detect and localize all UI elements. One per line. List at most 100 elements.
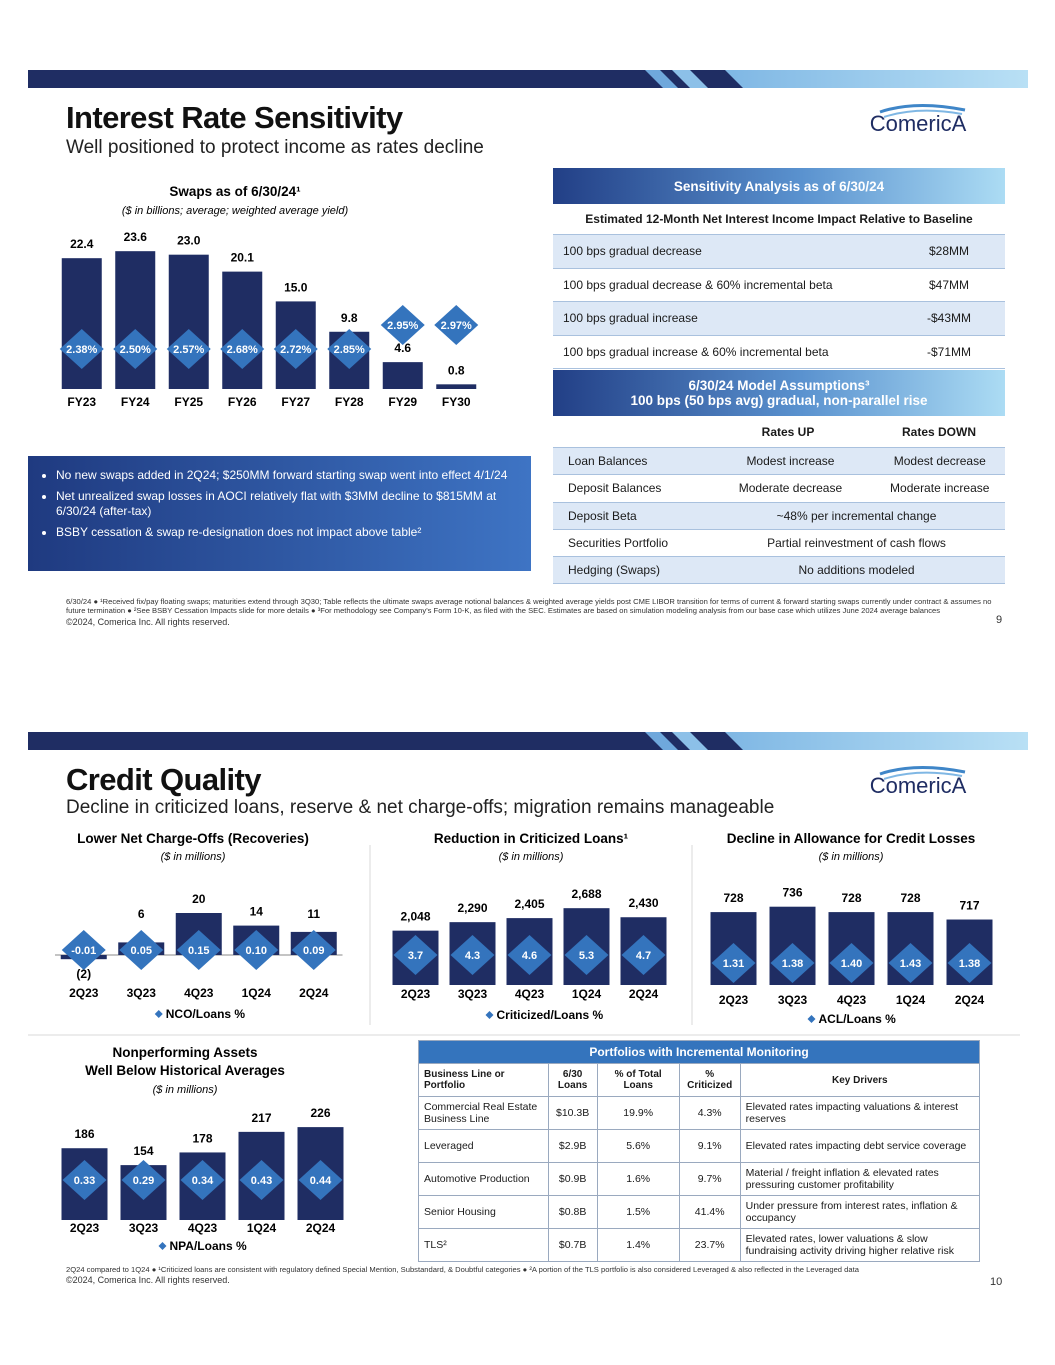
x-tick-label: FY26 <box>228 395 257 409</box>
chart-title: Decline in Allowance for Credit Losses <box>727 831 976 846</box>
portfolio-table-wrap: Portfolios with Incremental Monitoring B… <box>418 1040 981 1262</box>
row-label: Deposit Balances <box>568 481 662 496</box>
table-header: Business Line or Portfolio 6/30 Loans% of… <box>418 1063 981 1097</box>
x-tick-label: 1Q24 <box>896 993 926 1007</box>
ratio-marker <box>770 943 815 983</box>
cell: 9.1% <box>678 1129 741 1163</box>
cell: 41.4% <box>678 1195 741 1229</box>
ratio-marker <box>393 935 438 975</box>
slide-subtitle: Well positioned to protect income as rat… <box>66 137 484 158</box>
ratio-marker <box>291 930 336 970</box>
value-label: 4.6 <box>394 341 411 355</box>
ratio-label: 5.3 <box>579 950 594 962</box>
logo-wave <box>883 771 963 780</box>
table-row: Deposit Beta ~48% per incremental change <box>553 502 1005 530</box>
ratio-marker <box>119 930 164 970</box>
ratio-marker <box>234 930 279 970</box>
logo-text: ComericA <box>870 773 967 798</box>
x-tick-label: 1Q24 <box>247 1221 277 1235</box>
row-label: 100 bps gradual decrease & 60% increment… <box>563 277 833 292</box>
banner-stripe <box>672 70 708 88</box>
ratio-marker <box>564 935 609 975</box>
row-label: 100 bps gradual decrease <box>563 244 702 259</box>
row-label: Securities Portfolio <box>568 536 669 551</box>
column-header: % Criticized <box>678 1063 741 1097</box>
x-tick-label: FY30 <box>442 395 471 409</box>
ratio-label: -0.01 <box>71 945 96 957</box>
ratio-label: 1.43 <box>900 958 921 970</box>
cell: Leveraged <box>418 1129 549 1163</box>
slide-title: Interest Rate Sensitivity <box>66 100 403 135</box>
row-label: 100 bps gradual increase & 60% increment… <box>563 344 829 359</box>
bar <box>436 384 477 389</box>
portfolio-table: Portfolios with Incremental Monitoring B… <box>418 1040 981 1262</box>
chart-subtitle: ($ in millions) <box>153 1084 218 1096</box>
ratio-label: 1.38 <box>782 958 803 970</box>
ratio-marker <box>507 935 552 975</box>
cell: 1.4% <box>596 1228 680 1262</box>
logo: ComericA <box>870 104 967 136</box>
x-tick-label: FY29 <box>388 395 417 409</box>
legend-label: ACL/Loans % <box>819 1012 897 1026</box>
ratio-marker <box>180 1160 225 1200</box>
ratio-marker <box>166 329 211 369</box>
value-label: 186 <box>74 1127 94 1141</box>
ratio-marker <box>239 1160 284 1200</box>
banner-stripe <box>645 70 678 88</box>
ratio-label: 0.44 <box>310 1175 332 1187</box>
ratio-label: 4.6 <box>522 950 537 962</box>
ratio-label: 2.38% <box>66 344 97 356</box>
value-label: 154 <box>133 1144 153 1158</box>
table-title: Portfolios with Incremental Monitoring <box>418 1040 980 1064</box>
cell: TLS² <box>418 1228 549 1262</box>
ratio-marker <box>176 930 221 970</box>
ratio-marker <box>62 1160 107 1200</box>
column-header: Business Line or Portfolio <box>418 1063 549 1097</box>
column-header: % of Total Loans <box>596 1063 680 1097</box>
ratio-label: 2.57% <box>173 344 204 356</box>
banner-stripe <box>645 732 678 750</box>
chart-subtitle: ($ in millions) <box>499 851 564 863</box>
assumptions-table: 6/30/24 Model Assumptions³ 100 bps (50 b… <box>553 370 1005 585</box>
cell: $0.9B <box>547 1162 598 1196</box>
row-value: No additions modeled <box>798 563 915 578</box>
x-tick-label: 2Q23 <box>401 987 431 1001</box>
banner-stripe <box>725 70 1028 88</box>
table-row: 100 bps gradual decrease $28MM <box>553 235 1005 269</box>
x-tick-label: 4Q23 <box>188 1221 218 1235</box>
value-label: 22.4 <box>70 237 94 251</box>
row-label: Hedging (Swaps) <box>568 563 661 578</box>
cell: Elevated rates, lower valuations & slow … <box>739 1228 981 1262</box>
row-value: -$71MM <box>926 344 971 359</box>
ratio-marker <box>380 305 425 345</box>
legend-marker <box>485 1011 494 1019</box>
column-header: Key Drivers <box>739 1063 981 1097</box>
value-label: (2) <box>76 967 91 981</box>
ratio-label: 0.43 <box>251 1175 272 1187</box>
value-label: 20 <box>192 892 206 906</box>
ratio-label: 4.3 <box>465 950 480 962</box>
bar <box>61 258 102 389</box>
ratio-marker <box>298 1160 343 1200</box>
table-title: Sensitivity Analysis as of 6/30/24 <box>553 168 1005 204</box>
ratio-label: 2.68% <box>227 344 258 356</box>
cell: Automotive Production <box>418 1162 549 1196</box>
ratio-marker <box>273 329 318 369</box>
cell: 1.6% <box>596 1162 680 1196</box>
row-value: $28MM <box>928 244 969 259</box>
banner-stripe <box>672 732 708 750</box>
x-tick-label: FY25 <box>174 395 203 409</box>
cell: Under pressure from interest rates, infl… <box>739 1195 981 1229</box>
slide-title: Credit Quality <box>66 762 261 797</box>
row-value: Partial reinvestment of cash flows <box>767 536 946 551</box>
cell: 5.6% <box>596 1129 680 1163</box>
cell: Elevated rates impacting valuations & in… <box>739 1096 981 1130</box>
ratio-label: 2.97% <box>441 320 472 332</box>
ratio-label: 0.10 <box>246 945 267 957</box>
logo: ComericA <box>870 766 967 798</box>
ratio-label: 3.7 <box>408 950 423 962</box>
chart-subtitle: ($ in millions) <box>819 851 884 863</box>
cell: 23.7% <box>678 1228 741 1262</box>
value-label: 717 <box>959 899 979 913</box>
value-label: 9.8 <box>341 311 358 325</box>
